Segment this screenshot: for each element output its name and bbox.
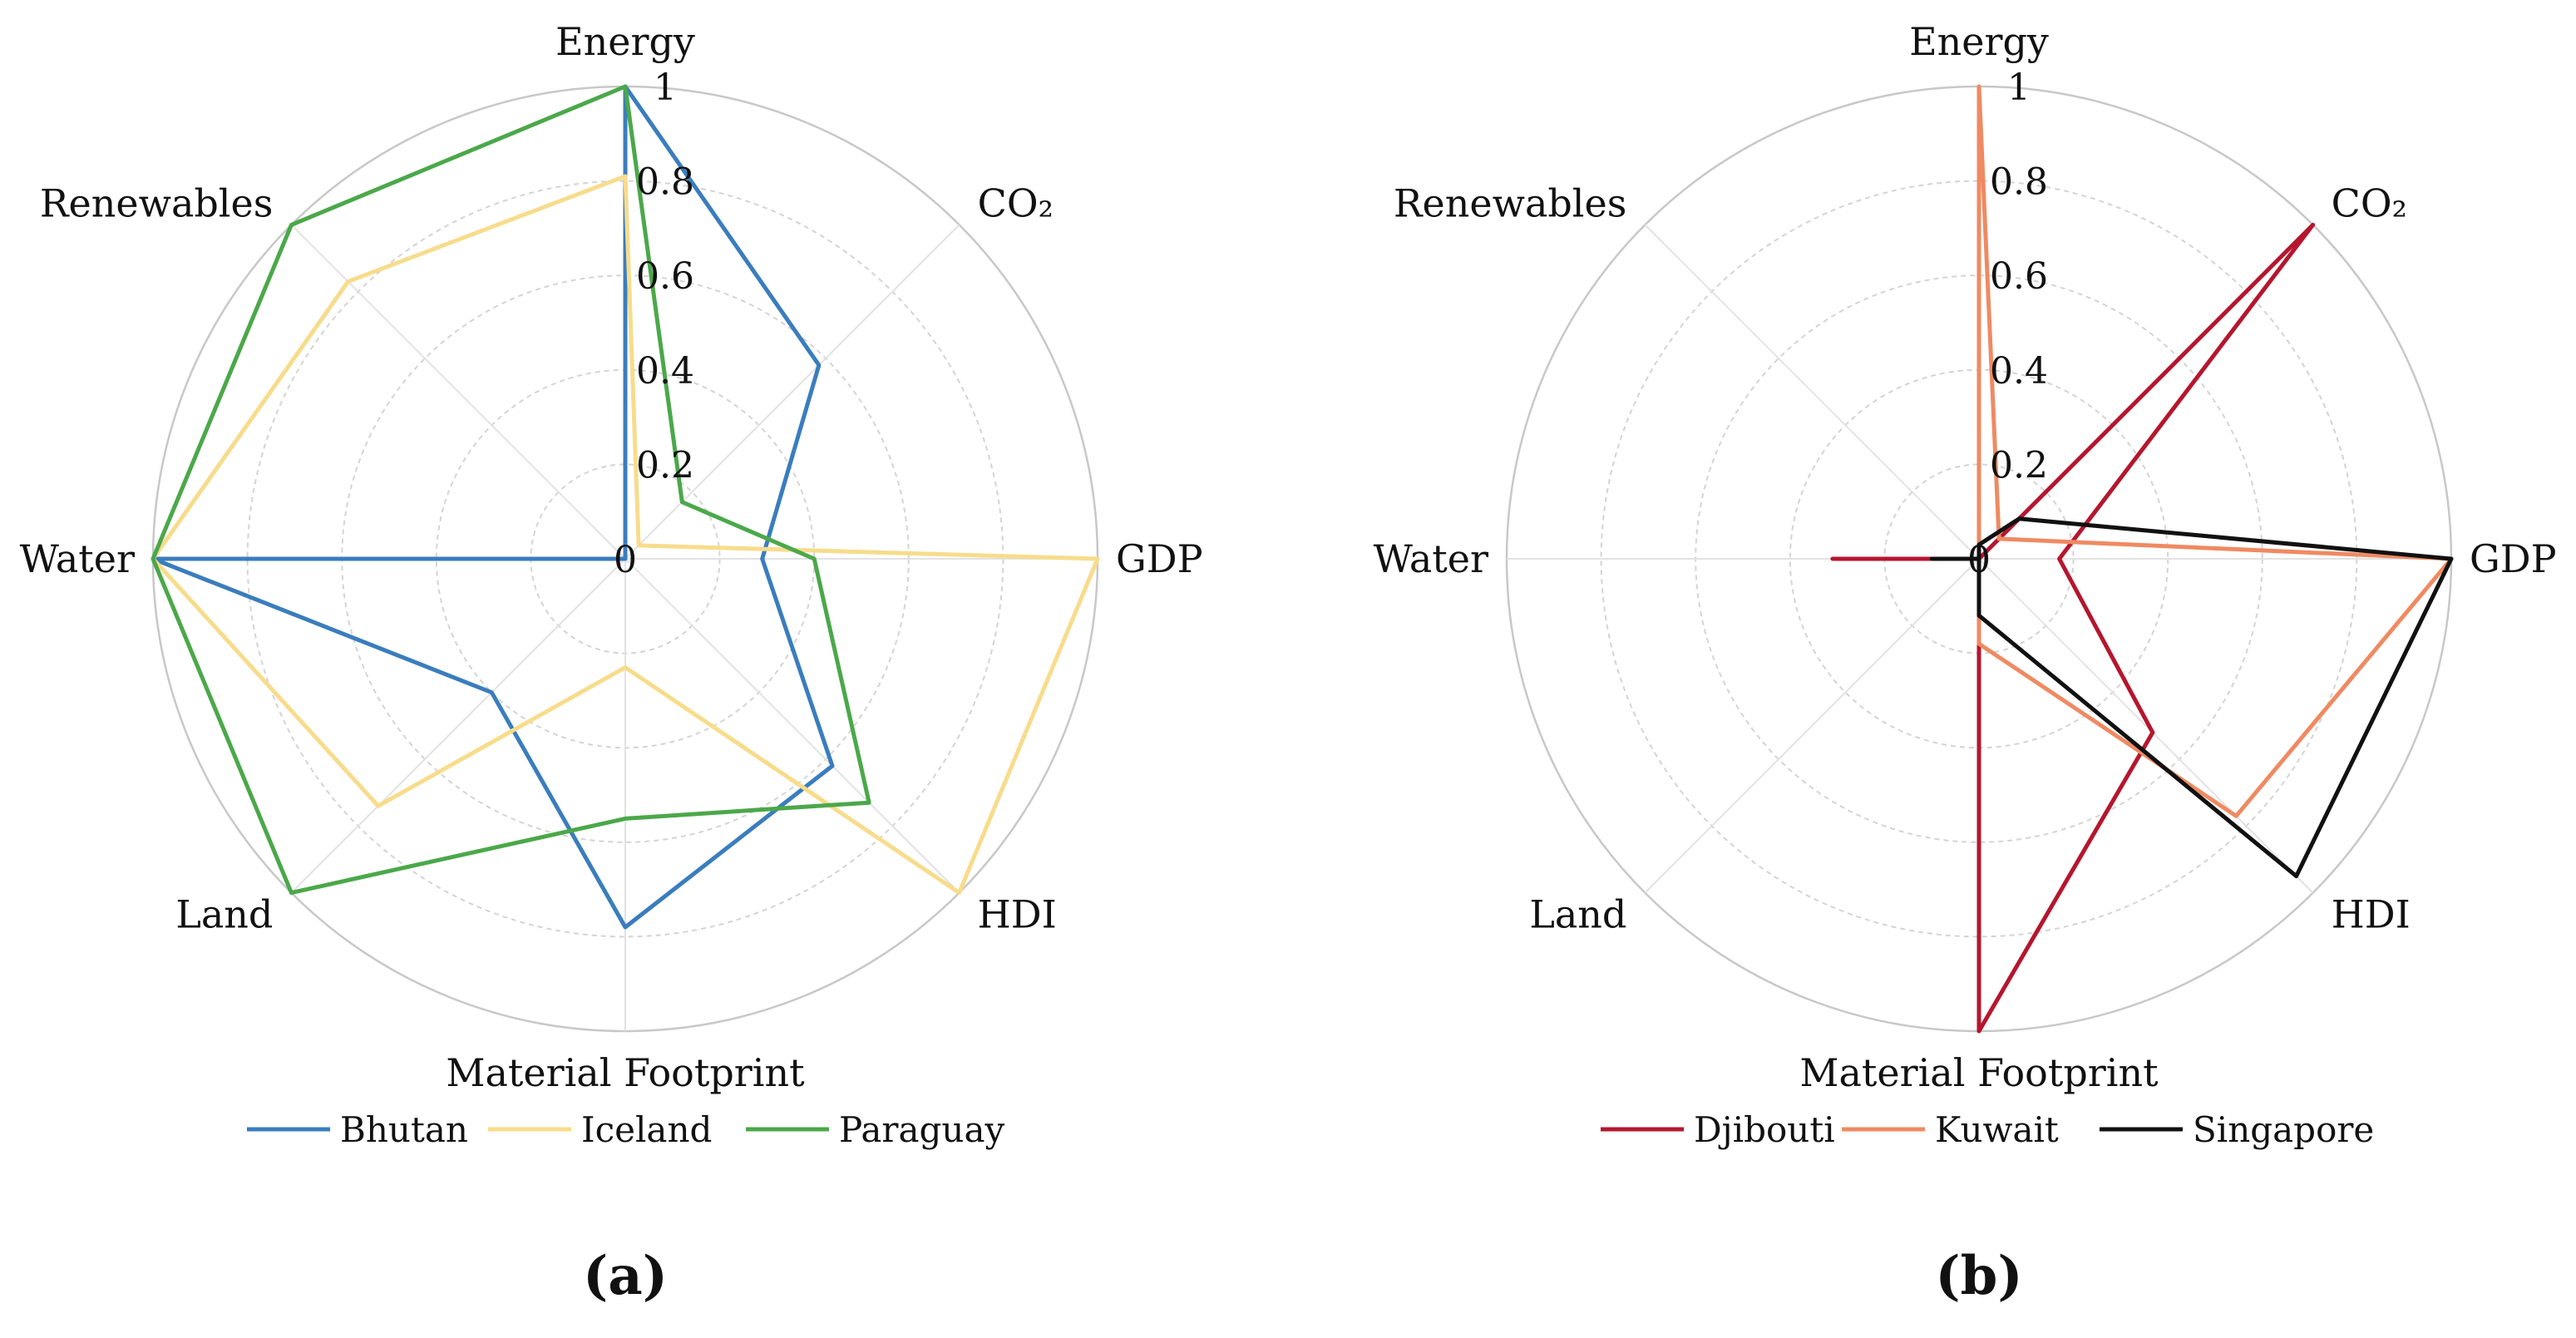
radial-tick-label: 0.6	[1990, 255, 2048, 298]
series-singapore-line	[1929, 516, 2454, 879]
axis-label-gdp: GDP	[1116, 536, 1203, 581]
radial-tick-label: 0.4	[636, 350, 694, 393]
axis-label-water: Water	[20, 536, 135, 581]
axis-label-co2: CO₂	[978, 180, 1054, 225]
grid-spoke	[1644, 558, 1980, 894]
legend-label-bhutan: Bhutan	[340, 1109, 468, 1150]
panel-label: (b)	[1935, 1245, 2022, 1307]
axis-label-gdp: GDP	[2470, 536, 2557, 581]
legend-label-djibouti: Djibouti	[1694, 1109, 1835, 1150]
series-paraguay-line	[151, 84, 871, 896]
axis-label-renewables: Renewables	[1394, 180, 1627, 225]
axis-label-land: Land	[1529, 892, 1626, 937]
radial-tick-label: 0.2	[636, 444, 694, 486]
axis-label-renewables: Renewables	[40, 180, 274, 225]
radial-tick-label: 1	[2007, 67, 2031, 109]
axis-label-material-footprint: Material Footprint	[446, 1050, 805, 1095]
axis-label-hdi: HDI	[978, 892, 1057, 937]
grid-spoke	[290, 224, 626, 560]
axis-label-energy: Energy	[555, 19, 695, 64]
grid-spoke	[1978, 558, 2314, 894]
radial-tick-label: 0.8	[1990, 161, 2048, 204]
axis-label-material-footprint: Material Footprint	[1799, 1050, 2159, 1095]
radial-tick-label: 0.4	[1990, 350, 2048, 393]
legend: Djibouti Kuwait Singapore	[1601, 1109, 2374, 1150]
legend-label-kuwait: Kuwait	[1935, 1109, 2059, 1150]
axis-label-land: Land	[175, 892, 273, 937]
radial-tick-label: 0	[1967, 539, 1991, 581]
radial-tick-label: 1	[654, 67, 677, 109]
series-bhutan-line	[151, 84, 835, 930]
grid-spoke	[1644, 224, 1980, 560]
legend-label-paraguay: Paraguay	[839, 1109, 1005, 1150]
radial-tick-label: 0	[614, 539, 637, 581]
legend: Bhutan Iceland Paraguay	[247, 1109, 1005, 1150]
axis-label-energy: Energy	[1909, 19, 2049, 64]
series-djibouti-line	[1830, 222, 2316, 1034]
legend-label-singapore: Singapore	[2193, 1109, 2374, 1150]
grid-spoke	[624, 558, 960, 894]
axis-label-hdi: HDI	[2332, 892, 2411, 937]
radial-tick-label: 0.6	[636, 255, 694, 298]
legend-label-iceland: Iceland	[581, 1109, 712, 1150]
radial-tick-label: 0.2	[1990, 444, 2048, 486]
radial-tick-label: 0.8	[636, 161, 694, 204]
panel-label: (a)	[583, 1245, 668, 1307]
axis-label-water: Water	[1374, 536, 1488, 581]
axis-label-co2: CO₂	[2332, 180, 2407, 225]
grid-spoke	[290, 558, 626, 894]
